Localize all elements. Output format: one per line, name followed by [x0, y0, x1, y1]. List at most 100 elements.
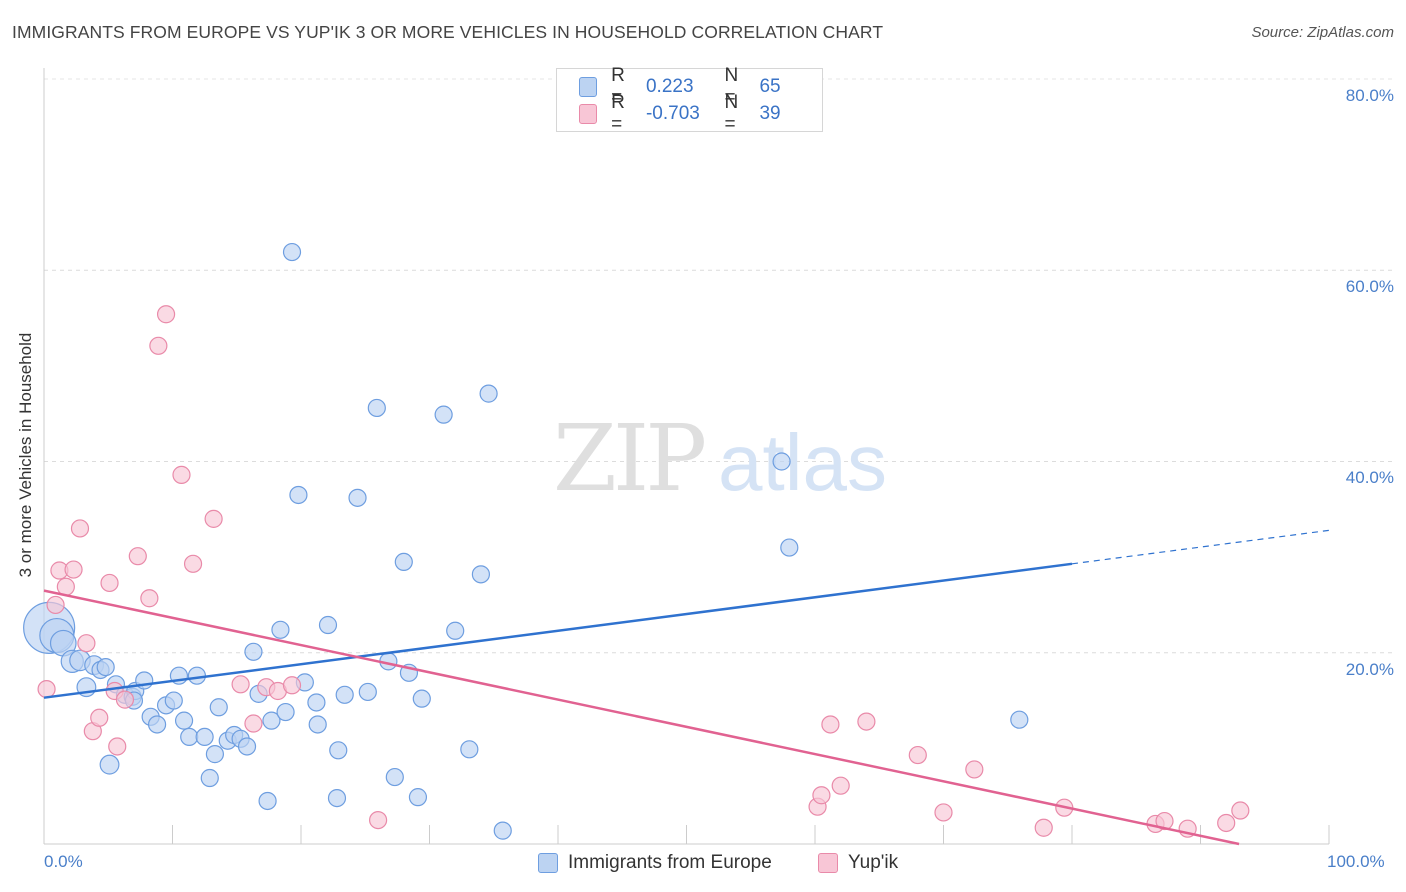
data-point	[187, 666, 207, 685]
data-point	[446, 621, 465, 640]
bottom-legend-immigrants: Immigrants from Europe	[538, 852, 772, 874]
data-point	[812, 786, 831, 805]
data-point	[244, 714, 263, 733]
data-point	[231, 675, 250, 694]
data-point	[174, 711, 194, 730]
data-point	[1155, 811, 1174, 831]
data-point	[262, 711, 281, 730]
data-point	[780, 538, 799, 557]
data-point	[934, 803, 953, 822]
bottom-legend-label-immigrants: Immigrants from Europe	[568, 852, 772, 873]
watermark-atlas: atlas	[718, 418, 887, 507]
data-point	[460, 740, 479, 759]
data-point	[307, 693, 326, 712]
gridlines	[44, 78, 1392, 654]
data-point	[831, 776, 850, 795]
data-point	[908, 745, 927, 765]
legend-r-value: 0.223	[645, 76, 694, 97]
data-point	[90, 708, 109, 727]
data-point	[115, 690, 135, 709]
data-point	[96, 657, 115, 677]
trend-lines	[43, 529, 1330, 846]
data-point	[64, 560, 83, 579]
data-point	[70, 519, 90, 538]
x-tick-label-100: 100.0%	[1327, 852, 1385, 871]
legend-r-value: -0.703	[645, 103, 700, 124]
trend-line-immigrants	[43, 562, 1073, 699]
data-point	[108, 737, 127, 756]
data-point	[205, 745, 225, 764]
data-point	[282, 676, 302, 695]
data-point	[37, 679, 56, 699]
watermark-zip: ZIP	[553, 405, 704, 512]
data-point	[369, 810, 388, 830]
data-point	[772, 452, 791, 471]
data-point	[276, 702, 295, 722]
data-point	[100, 573, 119, 593]
data-point	[335, 685, 354, 704]
axes	[43, 68, 1330, 845]
data-point	[857, 712, 876, 731]
data-point	[821, 715, 840, 734]
data-point	[204, 509, 223, 528]
y-tick-label-80: 80.0%	[1345, 86, 1394, 105]
data-point	[237, 737, 257, 756]
data-point	[195, 727, 214, 747]
legend-n-label: N =	[724, 65, 739, 108]
data-point	[358, 682, 377, 702]
data-point	[1010, 710, 1029, 729]
y-tick-label-40: 40.0%	[1345, 468, 1394, 487]
data-point	[1217, 813, 1236, 833]
data-point	[172, 465, 191, 484]
data-point	[327, 788, 347, 808]
data-point	[99, 754, 120, 775]
data-point	[156, 305, 176, 324]
bottom-legend-label-yupik: Yup'ik	[848, 852, 899, 873]
trend-line-yupik	[43, 589, 1240, 846]
data-point	[318, 615, 338, 635]
chart-source: Source: ZipAtlas.com	[1251, 24, 1394, 41]
data-point	[493, 821, 512, 840]
correlation-legend: R = 0.223 N = 65 R = -0.703 N = 39	[556, 65, 823, 135]
legend-swatch-blue	[579, 77, 598, 97]
legend-row-yupik: R = -0.703 N = 39	[579, 92, 822, 135]
data-point	[385, 767, 404, 787]
y-tick-label-60: 60.0%	[1345, 277, 1394, 296]
data-point	[408, 788, 428, 807]
x-tick-label-0: 0.0%	[44, 852, 83, 871]
data-point	[329, 741, 348, 760]
legend-r-label: R =	[611, 65, 625, 108]
data-point	[140, 589, 159, 608]
data-point	[183, 554, 203, 573]
data-point	[147, 715, 167, 734]
data-point	[164, 691, 183, 710]
data-point	[479, 384, 498, 403]
data-point	[282, 242, 302, 262]
data-point	[367, 398, 386, 418]
data-point	[258, 791, 277, 811]
data-point	[1034, 818, 1053, 837]
data-point	[128, 547, 147, 566]
data-point	[271, 620, 290, 639]
watermark: ZIP atlas	[553, 405, 887, 512]
data-point	[244, 642, 263, 661]
data-point	[46, 595, 65, 615]
chart-title: IMMIGRANTS FROM EUROPE VS YUP'IK 3 OR MO…	[12, 22, 884, 42]
legend-r-label: R =	[611, 92, 625, 135]
data-point	[149, 336, 168, 355]
data-point	[200, 768, 219, 788]
data-point	[471, 565, 490, 584]
trend-line-immigrants-projection	[1071, 529, 1330, 565]
data-point	[209, 698, 228, 717]
bottom-legend-yupik: Yup'ik	[818, 852, 898, 874]
data-point	[308, 715, 327, 734]
data-point	[1231, 801, 1250, 820]
series-yupik	[37, 305, 1250, 838]
data-point	[412, 689, 431, 708]
data-point	[289, 485, 308, 505]
series-immigrants-from-europe	[23, 242, 1029, 840]
data-point	[394, 552, 413, 572]
y-tick-label-20: 20.0%	[1345, 660, 1394, 679]
data-point	[77, 634, 96, 653]
